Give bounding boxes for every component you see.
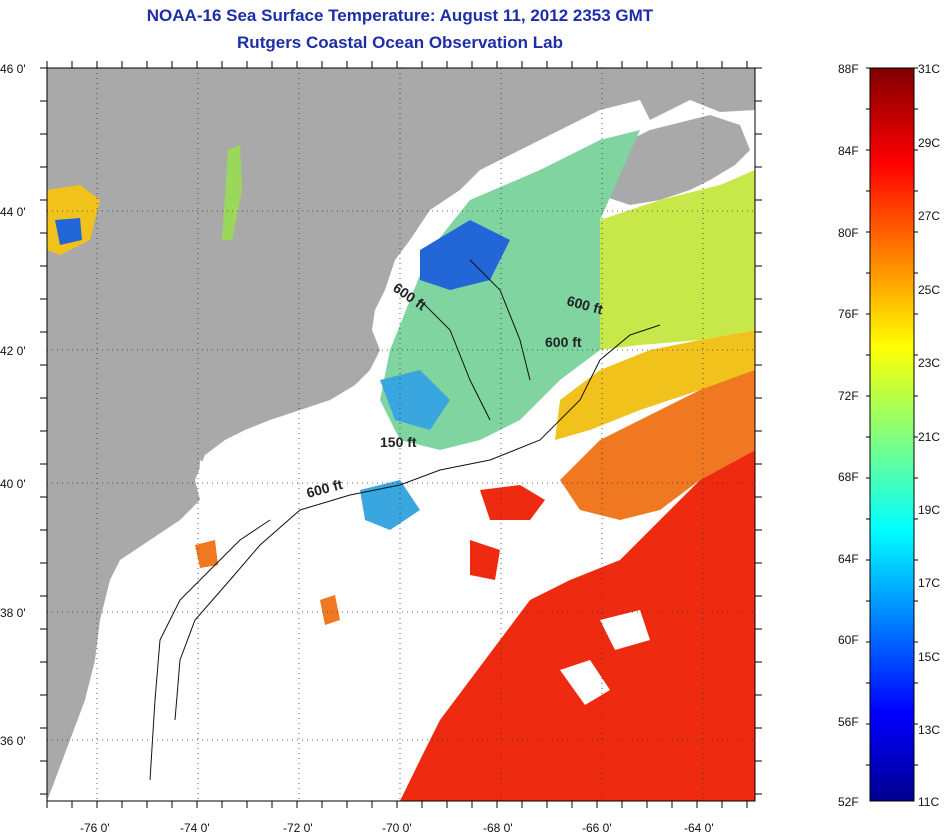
colorbar-c-label: 17C bbox=[918, 576, 940, 590]
colorbar-f-label: 72F bbox=[838, 389, 859, 403]
lon-label: -64 0' bbox=[684, 821, 714, 835]
colorbar-c-label: 13C bbox=[918, 723, 940, 737]
colorbar-f-label: 76F bbox=[838, 307, 859, 321]
axis-ticks bbox=[40, 61, 762, 808]
depth-contours bbox=[149, 259, 661, 781]
lat-label: 38 0' bbox=[0, 606, 26, 620]
bays bbox=[85, 410, 335, 745]
lon-label: -68 0' bbox=[483, 821, 513, 835]
colorbar-f-label: 64F bbox=[838, 552, 859, 566]
colorbar-c-label: 11C bbox=[918, 795, 939, 809]
graticule bbox=[47, 68, 755, 801]
contour-label: 150 ft bbox=[380, 434, 417, 450]
land-mass bbox=[47, 68, 755, 801]
colorbar-c-label: 23C bbox=[918, 356, 940, 370]
lat-label: 42 0' bbox=[0, 344, 26, 358]
colorbar: 88F 84F 80F 76F 72F 68F 64F 60F 56F 52F … bbox=[838, 62, 940, 809]
lat-label: 46 0' bbox=[0, 62, 26, 76]
map-frame bbox=[46, 67, 756, 802]
lat-label: 40 0' bbox=[0, 477, 26, 491]
colorbar-f-label: 80F bbox=[838, 226, 859, 240]
colorbar-f-label: 52F bbox=[838, 795, 859, 809]
colorbar-c-labels: 31C 29C 27C 25C 23C 21C 19C 17C 15C 13C … bbox=[918, 62, 940, 809]
colorbar-c-label: 15C bbox=[918, 650, 940, 664]
colorbar-f-label: 60F bbox=[838, 633, 859, 647]
lon-label: -72 0' bbox=[283, 821, 313, 835]
lat-label: 44 0' bbox=[0, 205, 26, 219]
colorbar-c-label: 29C bbox=[918, 136, 940, 150]
lon-label: -66 0' bbox=[582, 821, 612, 835]
colorbar-c-label: 21C bbox=[918, 430, 940, 444]
lon-label: -76 0' bbox=[80, 821, 110, 835]
colorbar-f-labels: 88F 84F 80F 76F 72F 68F 64F 60F 56F 52F bbox=[838, 62, 859, 809]
colorbar-c-label: 31C bbox=[918, 62, 940, 76]
colorbar-c-label: 19C bbox=[918, 503, 940, 517]
latitude-labels: 46 0' 44 0' 42 0' 40 0' 38 0' 36 0' bbox=[0, 62, 26, 748]
lon-label: -74 0' bbox=[180, 821, 210, 835]
map-area bbox=[47, 68, 755, 801]
longitude-labels: -76 0' -74 0' -72 0' -70 0' -68 0' -66 0… bbox=[80, 821, 714, 835]
colorbar-gradient bbox=[869, 67, 915, 802]
colorbar-f-label: 84F bbox=[838, 144, 859, 158]
map-subtitle: Rutgers Coastal Ocean Observation Lab bbox=[237, 33, 563, 52]
sst-field bbox=[47, 130, 755, 801]
map-title: NOAA-16 Sea Surface Temperature: August … bbox=[146, 6, 654, 25]
colorbar-c-label: 27C bbox=[918, 209, 940, 223]
lat-label: 36 0' bbox=[0, 734, 26, 748]
colorbar-f-label: 88F bbox=[838, 62, 859, 76]
colorbar-c-label: 25C bbox=[918, 283, 940, 297]
colorbar-f-label: 56F bbox=[838, 715, 859, 729]
colorbar-f-label: 68F bbox=[838, 470, 859, 484]
contour-label: 600 ft bbox=[545, 334, 582, 350]
lon-label: -70 0' bbox=[382, 821, 412, 835]
